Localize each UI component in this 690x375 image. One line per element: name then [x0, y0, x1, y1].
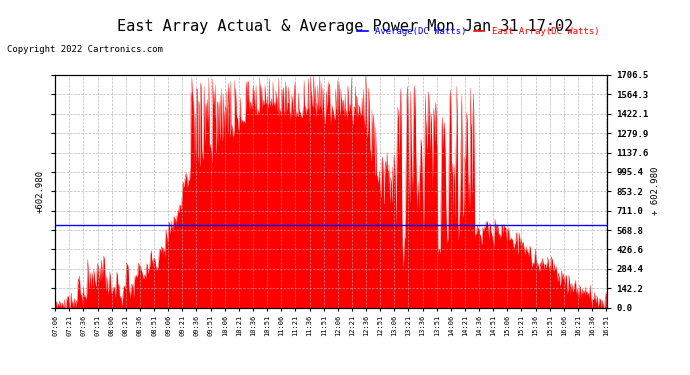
Text: Copyright 2022 Cartronics.com: Copyright 2022 Cartronics.com	[7, 45, 163, 54]
Text: East Array Actual & Average Power Mon Jan 31 17:02: East Array Actual & Average Power Mon Ja…	[117, 19, 573, 34]
Legend: Average(DC Watts), East Array(DC Watts): Average(DC Watts), East Array(DC Watts)	[353, 23, 602, 39]
Y-axis label: +602.980: +602.980	[36, 170, 45, 213]
Y-axis label: + 602.980: + 602.980	[651, 167, 660, 215]
